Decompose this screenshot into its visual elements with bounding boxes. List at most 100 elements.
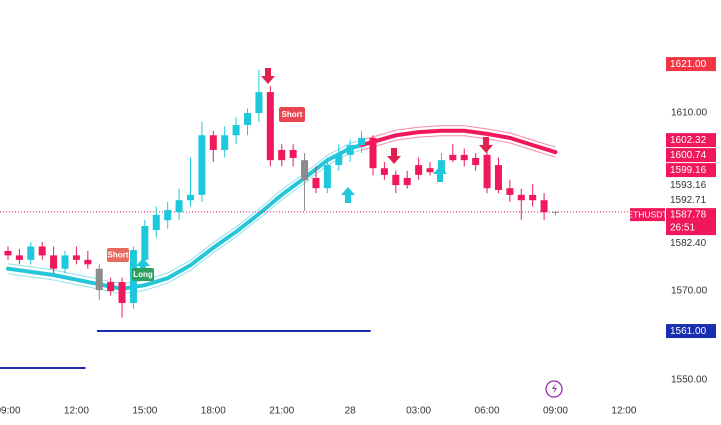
candle-body — [449, 154, 457, 161]
candle-body — [403, 177, 411, 186]
x-tick-label: 09:00 — [543, 406, 568, 417]
candle-body — [198, 135, 206, 195]
countdown-label: 26:51 — [670, 223, 695, 234]
candle-body — [323, 165, 331, 189]
candle-body — [460, 154, 468, 161]
candle-body — [289, 149, 297, 158]
x-tick-label: 09:00 — [0, 406, 21, 417]
signal-label: Short — [108, 251, 129, 260]
candle-body — [175, 200, 183, 213]
candle-body — [301, 160, 309, 181]
candle-body — [278, 149, 286, 161]
signal-box — [107, 248, 129, 262]
price-tag-label: 1587.78 — [670, 210, 707, 221]
y-tick-label: 1610.00 — [671, 108, 708, 119]
price-tag-label: 1621.00 — [670, 59, 707, 70]
band-edge — [361, 125, 556, 148]
alert-icon[interactable] — [545, 380, 563, 398]
x-tick-label: 06:00 — [475, 406, 500, 417]
candle-body — [426, 168, 434, 173]
price-tag — [666, 236, 716, 251]
price-tag — [666, 208, 716, 236]
price-tag — [666, 178, 716, 193]
symbol-tag — [630, 208, 665, 222]
x-tick-label: 15:00 — [132, 406, 157, 417]
short-arrow — [261, 68, 275, 84]
candle-body — [358, 137, 366, 146]
x-tick-label: 28 — [345, 406, 357, 417]
candle-body — [335, 154, 343, 166]
y-tick-label: 1550.00 — [671, 375, 708, 386]
candle-body — [312, 177, 320, 189]
short-arrow — [479, 137, 493, 153]
candle-body — [392, 174, 400, 186]
candle-body — [141, 226, 149, 260]
signal-box — [132, 268, 154, 281]
candle-body — [164, 210, 172, 221]
signal-label: Long — [133, 270, 153, 279]
candle-body — [118, 282, 126, 304]
candle-body — [232, 125, 240, 136]
candle-body — [551, 211, 559, 213]
plot — [0, 69, 665, 369]
candle-body — [4, 250, 12, 256]
alert-bolt[interactable] — [552, 383, 557, 394]
price-tag-label: 1582.40 — [670, 238, 707, 249]
candle-body — [244, 113, 252, 126]
candle-body — [27, 246, 35, 260]
y-tick-label: 1570.00 — [671, 286, 708, 297]
candle-body — [84, 259, 92, 265]
x-tick-label: 03:00 — [406, 406, 431, 417]
candle-body — [38, 246, 46, 256]
candle-body — [15, 255, 23, 260]
candle-body — [72, 255, 80, 260]
x-tick-label: 12:00 — [64, 406, 89, 417]
band-edge — [361, 135, 556, 158]
band-edge — [7, 149, 362, 295]
price-tag-label: 1593.16 — [670, 180, 707, 191]
x-tick-label: 21:00 — [269, 406, 294, 417]
price-tag-label: 1599.16 — [670, 165, 707, 176]
long-arrow — [136, 258, 150, 274]
candle-body — [209, 135, 217, 150]
price-tag-label: 1602.32 — [670, 135, 707, 146]
band-edge — [7, 139, 362, 285]
price-tag — [666, 324, 716, 339]
price-tag — [666, 57, 716, 72]
candle-body — [255, 92, 263, 114]
candle-body — [540, 200, 548, 213]
band-line — [6, 143, 364, 291]
x-tick-label: 18:00 — [201, 406, 226, 417]
candle-body — [61, 255, 69, 269]
candle-body — [369, 137, 377, 169]
band-line — [359, 128, 558, 155]
candle-body — [517, 194, 525, 201]
price-tag-label: 1600.74 — [670, 150, 707, 161]
candle-body — [95, 268, 103, 291]
signal-label: Short — [282, 110, 303, 119]
candle-body — [472, 157, 480, 166]
symbol-label: ETHUSDT — [627, 209, 667, 219]
candle-body — [266, 92, 274, 161]
candle-body — [415, 165, 423, 175]
candle-body — [152, 214, 160, 231]
price-tag-label: 1592.71 — [670, 195, 707, 206]
candle-body — [506, 188, 514, 195]
long-arrow — [341, 187, 355, 203]
candle-body — [437, 160, 445, 173]
price-tag — [666, 133, 716, 148]
price-tag-label: 1561.00 — [670, 326, 707, 337]
signal-box — [279, 107, 305, 122]
candle-body — [529, 194, 537, 201]
candle-body — [107, 282, 115, 291]
candle-body — [494, 165, 502, 190]
signals: Short Short Long — [107, 68, 493, 281]
candle-body — [380, 168, 388, 175]
long-arrow — [433, 166, 447, 182]
price-axis: 1550.001570.001580.001590.001610.001621.… — [627, 57, 716, 386]
candle-body — [483, 154, 491, 189]
candle-body — [346, 145, 354, 155]
price-tag — [666, 163, 716, 178]
candle-body — [50, 255, 58, 269]
